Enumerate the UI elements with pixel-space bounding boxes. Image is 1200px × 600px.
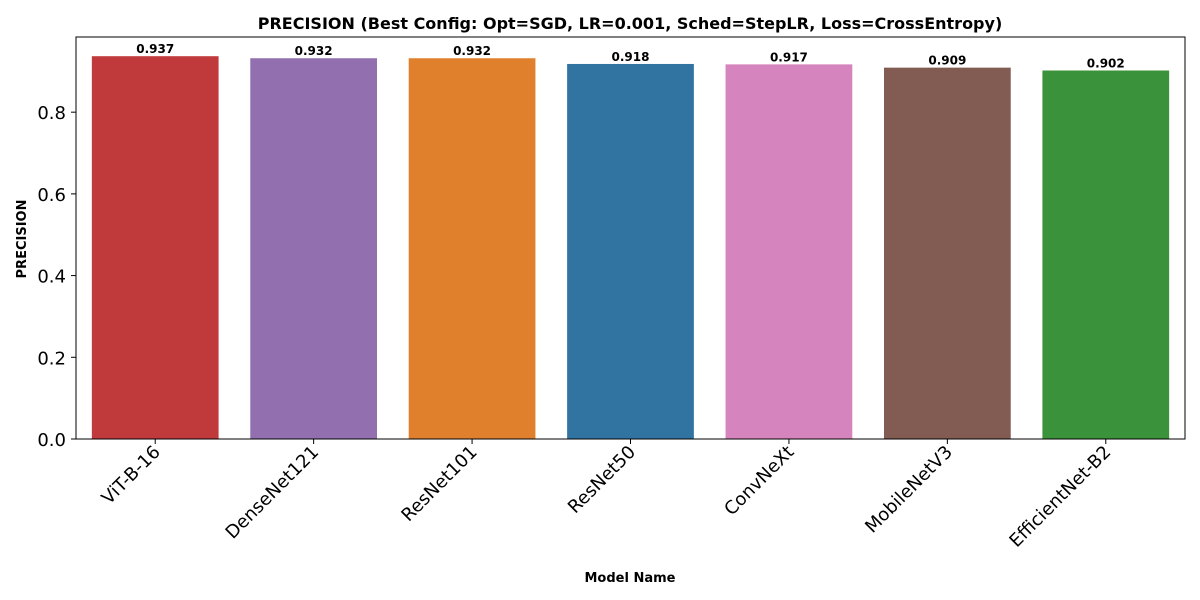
y-tick-label: 0.2 bbox=[37, 348, 66, 369]
x-axis: ViT-B-16 DenseNet121 ResNet101 ResNet50 Conv… bbox=[98, 439, 1115, 552]
bar-vit-b-16 bbox=[91, 56, 219, 439]
y-tick-label: 0.6 bbox=[37, 185, 66, 206]
data-label: 0.918 bbox=[612, 50, 650, 64]
x-tick-label: EfficientNet-B2 bbox=[1005, 442, 1115, 552]
plot-frame bbox=[75, 36, 1186, 440]
y-tick-label: 0.8 bbox=[37, 103, 66, 124]
bars-group bbox=[91, 56, 1170, 440]
x-axis-label: Model Name bbox=[585, 571, 676, 586]
x-tick-label: MobileNetV3 bbox=[861, 442, 957, 538]
bar-efficientnet-b2 bbox=[1042, 70, 1170, 439]
y-tick-label: 0.0 bbox=[37, 430, 66, 451]
y-axis-label: PRECISION bbox=[15, 200, 30, 279]
bar-resnet101 bbox=[408, 58, 536, 440]
x-tick-label: ResNet50 bbox=[564, 442, 640, 518]
x-tick-label: ViT-B-16 bbox=[98, 442, 165, 509]
chart-title: PRECISION (Best Config: Opt=SGD, LR=0.00… bbox=[258, 14, 1003, 33]
y-axis: 0.0 0.2 0.4 0.6 0.8 bbox=[37, 103, 76, 451]
y-tick-label: 0.4 bbox=[37, 267, 66, 288]
data-label: 0.932 bbox=[295, 44, 333, 58]
data-label: 0.909 bbox=[928, 54, 966, 68]
data-label: 0.937 bbox=[136, 42, 174, 56]
data-label: 0.902 bbox=[1087, 57, 1125, 71]
data-label: 0.932 bbox=[453, 44, 491, 58]
bar-convnext bbox=[725, 64, 853, 440]
value-labels-group: 0.937 0.932 0.932 0.918 0.917 0.909 0.902 bbox=[136, 42, 1125, 70]
x-tick-label: DenseNet121 bbox=[222, 442, 324, 544]
bar-mobilenetv3 bbox=[883, 67, 1011, 439]
bar-densenet121 bbox=[250, 58, 378, 440]
x-tick-label: ConvNeXt bbox=[720, 442, 798, 520]
x-tick-label: ResNet101 bbox=[397, 442, 481, 526]
bar-resnet50 bbox=[567, 63, 694, 440]
data-label: 0.917 bbox=[770, 50, 808, 64]
